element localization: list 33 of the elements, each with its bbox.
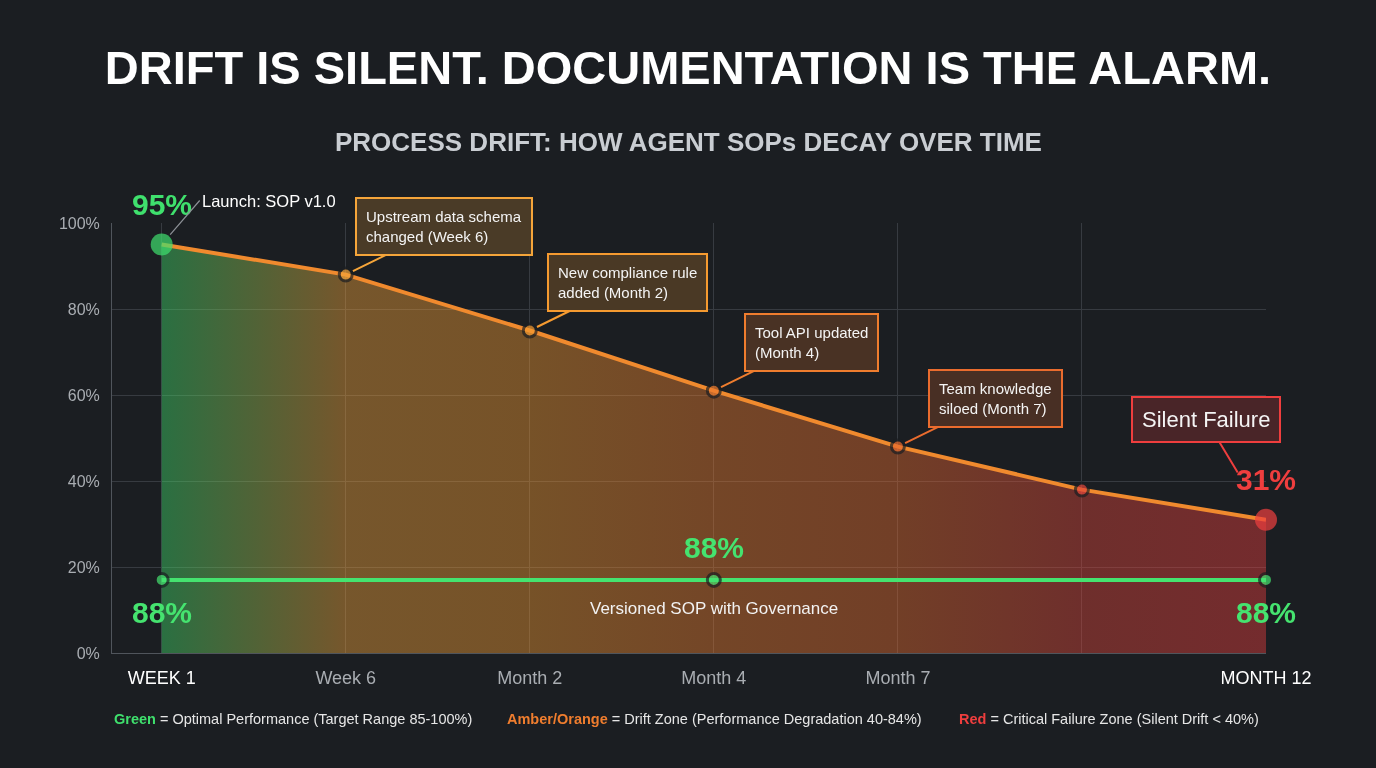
point	[889, 438, 906, 455]
annotation: New compliance rule added (Month 2)	[558, 264, 698, 301]
x-tick-label: WEEK 1	[127, 667, 196, 688]
text: Red = Critical Failure Zone (Silent Drift < 40%)	[959, 711, 1259, 727]
y-tick-label: 0%	[76, 644, 100, 662]
text: Green = Optimal Performance (Target Range 85-100%)	[114, 711, 473, 727]
y-tick-label: 100%	[58, 214, 100, 232]
point	[1073, 481, 1090, 498]
annotation: Team knowledge siloed (Month 7)	[939, 380, 1052, 417]
annotation: 88%	[1236, 596, 1297, 629]
annotation: 88%	[132, 596, 193, 629]
text: Amber/Orange = Drift Zone (Performance Degradation 40-84%)	[507, 711, 922, 727]
annotation: Silent Failure	[1142, 407, 1271, 432]
series-label: Versioned SOP with Governance	[590, 599, 839, 618]
data-label: 95%	[132, 188, 193, 221]
y-tick-label: 40%	[67, 472, 100, 490]
x-tick-label: Month 7	[865, 667, 931, 688]
point	[521, 322, 538, 339]
y-tick-label: 60%	[67, 386, 100, 404]
point	[705, 382, 722, 399]
annotation: Tool API updated (Month 4)	[755, 324, 869, 361]
chart-title: DRIFT IS SILENT. DOCUMENTATION IS THE ALARM.	[104, 41, 1272, 95]
y-tick-label: 20%	[67, 558, 100, 576]
x-tick-label: MONTH 12	[1220, 667, 1312, 688]
x-tick-label: Month 4	[681, 667, 747, 688]
annotation: Upstream data schema changed (Week 6)	[366, 208, 522, 245]
x-tick-label: Week 6	[315, 667, 377, 688]
annotation: 88%	[684, 531, 745, 564]
chart-subtitle: PROCESS DRIFT: HOW AGENT SOPs DECAY OVER TIME	[335, 127, 1042, 157]
point	[337, 266, 354, 283]
y-tick-label: 80%	[67, 300, 100, 318]
annotation: Launch: SOP v1.0	[202, 192, 336, 210]
x-tick-label: Month 2	[497, 667, 563, 688]
